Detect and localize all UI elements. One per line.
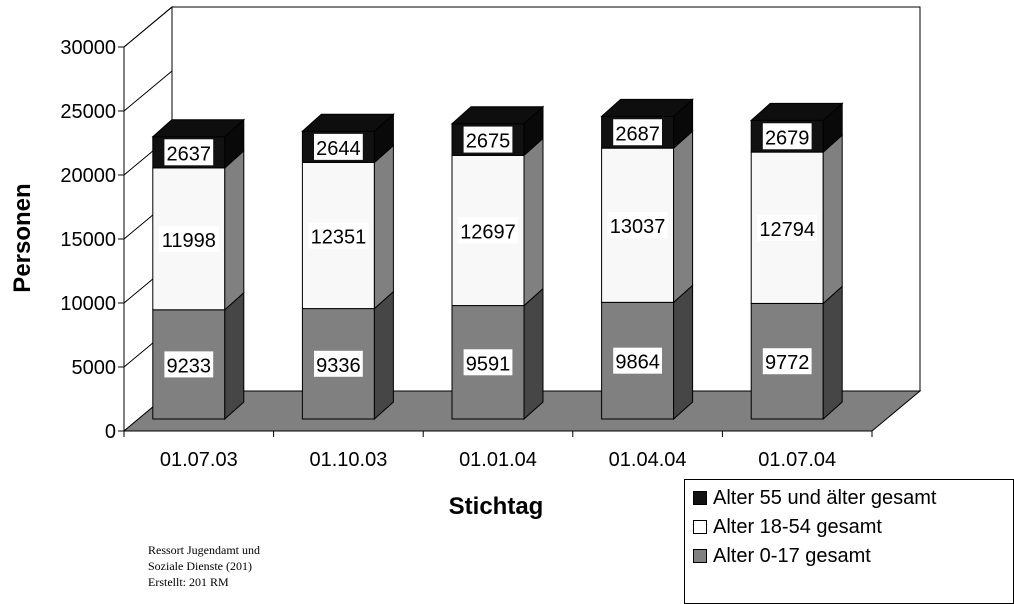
data-label: 12697	[460, 221, 516, 243]
y-tick-label: 30000	[60, 37, 116, 59]
credit-line-2: Soziale Dienste (201)	[148, 559, 252, 573]
data-label: 9591	[466, 353, 511, 375]
data-label-box	[607, 212, 668, 239]
y-tick-label: 5000	[72, 357, 117, 379]
bar-segment-side	[373, 290, 394, 421]
bar-top	[301, 113, 395, 132]
bar-top	[151, 119, 246, 138]
data-label: 11998	[162, 230, 216, 252]
x-tick-label: 01.07.03	[160, 449, 238, 471]
y-tick-label: 20000	[60, 165, 116, 187]
y-tick-label: 15000	[60, 229, 116, 251]
legend-swatch	[693, 491, 707, 505]
side-wall-gridline	[123, 70, 173, 112]
data-label-box	[613, 347, 662, 374]
data-label: 9772	[765, 352, 810, 374]
bar-segment-side	[822, 285, 843, 421]
data-label-box	[762, 348, 812, 375]
data-label-box	[762, 123, 812, 150]
data-label-box	[458, 217, 518, 244]
data-label: 2687	[615, 123, 660, 145]
bar-top	[450, 106, 545, 125]
bar-segment-side	[822, 133, 843, 305]
x-tick-label: 01.01.04	[459, 449, 537, 471]
credit-line-3: Erstellt: 201 RM	[148, 575, 229, 589]
bar-stack: 9591 12697 2675	[450, 105, 545, 421]
data-label: 9864	[615, 352, 660, 374]
x-axis-title: Stichtag	[449, 493, 544, 520]
data-label-box	[757, 214, 818, 241]
legend-swatch	[693, 520, 707, 534]
x-tick-label: 01.10.03	[309, 449, 387, 471]
data-label: 12351	[311, 227, 367, 249]
bar-segment-side	[373, 144, 394, 310]
legend-label: Alter 0-17 gesamt	[713, 544, 871, 567]
y-tick-label: 25000	[60, 101, 116, 123]
x-tick-label: 01.07.04	[758, 449, 836, 471]
data-label-box	[314, 350, 363, 377]
data-label-box	[613, 119, 662, 146]
data-label-box	[164, 351, 214, 378]
side-wall-gridline	[123, 6, 173, 48]
bar-segment-side	[673, 130, 694, 304]
y-tick-label: 10000	[60, 293, 116, 315]
legend-label: Alter 18-54 gesamt	[713, 515, 882, 538]
bar-segment-side	[673, 284, 694, 421]
bar-top	[749, 102, 844, 121]
bar-segment-side	[224, 149, 245, 311]
credit-line-1: Ressort Jugendamt und	[148, 543, 260, 557]
bar-stack: 9336 12351 2644	[301, 113, 395, 421]
data-label: 2679	[765, 127, 810, 149]
legend-swatch	[693, 549, 707, 563]
y-tick-label: 0	[105, 421, 116, 443]
bar-stack: 9772 12794 2679	[749, 102, 844, 421]
data-label: 9336	[316, 355, 361, 377]
x-tick-label: 01.04.04	[609, 449, 687, 471]
data-label-box	[308, 222, 369, 249]
data-label: 9233	[167, 355, 212, 377]
legend-item: Alter 55 und älter gesamt	[693, 484, 936, 512]
data-label-box	[463, 349, 513, 376]
data-label: 2637	[167, 143, 212, 165]
data-label: 13037	[610, 216, 666, 238]
data-label: 2644	[316, 138, 361, 160]
chart-legend: Alter 55 und älter gesamt Alter 18-54 ges…	[684, 479, 1014, 604]
data-label-box	[463, 126, 513, 153]
data-label-box	[164, 139, 214, 166]
data-label: 12794	[759, 219, 815, 241]
credit-note: Ressort Jugendamt und Soziale Dienste (2…	[148, 542, 260, 590]
data-label: 2675	[466, 131, 511, 153]
bar-segment-side	[523, 287, 544, 421]
data-label-box	[314, 133, 363, 160]
bar-stack: 9233 11998 2637	[151, 118, 246, 421]
bar-stack: 9864 13037 2687	[600, 98, 694, 421]
bar-top	[600, 98, 694, 117]
y-axis-title: Personen	[9, 183, 36, 292]
legend-item: Alter 0-17 gesamt	[693, 542, 871, 570]
data-label-box	[158, 225, 219, 252]
bar-segment-side	[224, 291, 245, 421]
legend-item: Alter 18-54 gesamt	[693, 513, 882, 541]
bar-segment-side	[523, 137, 544, 307]
legend-label: Alter 55 und älter gesamt	[713, 486, 937, 509]
